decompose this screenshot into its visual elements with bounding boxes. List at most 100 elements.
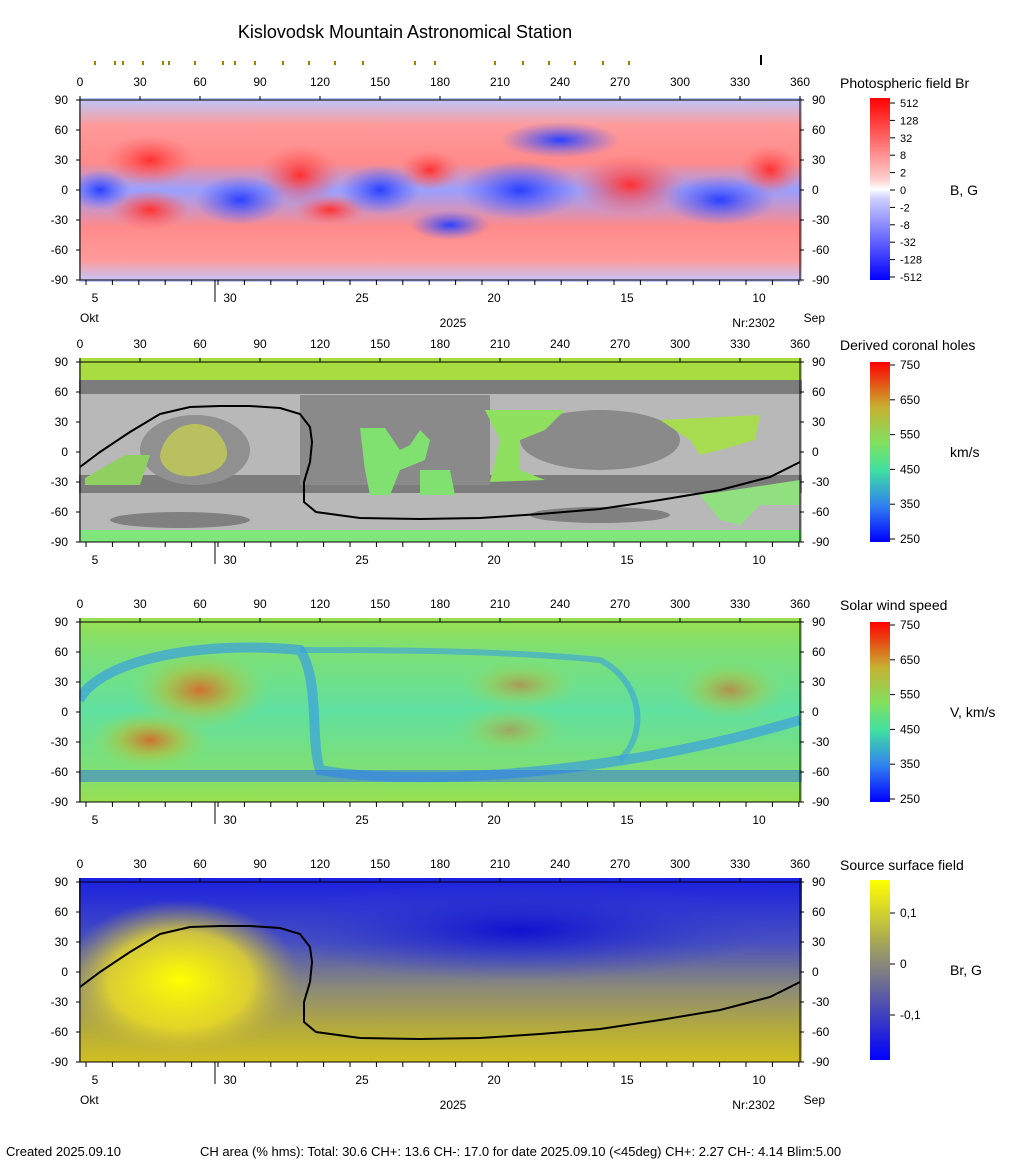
- observation-mark: [308, 61, 310, 65]
- neutral-line: [79, 925, 801, 1041]
- figure-title: Kislovodsk Mountain Astronomical Station: [238, 22, 572, 42]
- y-tick-label-right: 30: [812, 675, 826, 689]
- photospheric-field-colorbar: [870, 98, 890, 280]
- y-tick-label-left: 0: [61, 183, 68, 197]
- y-tick-label-right: 60: [812, 905, 826, 919]
- date-tick-label: 10: [752, 291, 766, 305]
- date-tick-label: 5: [92, 813, 99, 827]
- y-tick-label-left: -60: [51, 243, 69, 257]
- colorbar-tick-label: 2: [900, 168, 906, 180]
- y-tick-label-right: 60: [812, 645, 826, 659]
- y-tick-label-right: 0: [812, 705, 819, 719]
- x-tick-label: 0: [77, 857, 84, 871]
- y-tick-label-right: -90: [812, 273, 830, 287]
- y-tick-label-left: -90: [51, 273, 69, 287]
- observation-mark: [194, 61, 196, 65]
- date-tick-label: 20: [487, 553, 501, 567]
- x-tick-label: 240: [550, 337, 570, 351]
- solar-wind-colorbar: [870, 622, 890, 802]
- month-right-label: Sep: [804, 1093, 826, 1107]
- x-tick-label: 120: [310, 337, 330, 351]
- panel-name-label: Derived coronal holes: [840, 337, 975, 353]
- colorbar-tick-label: 750: [900, 358, 920, 372]
- x-tick-label: 210: [490, 75, 510, 89]
- solar-wind-speed-map: [79, 618, 802, 802]
- unit-label: B, G: [950, 182, 978, 198]
- y-tick-label-left: -30: [51, 995, 69, 1009]
- y-tick-label-left: 30: [55, 935, 69, 949]
- y-tick-label-right: 30: [812, 415, 826, 429]
- y-tick-label-right: -30: [812, 213, 830, 227]
- y-tick-label-right: 90: [812, 615, 826, 629]
- observation-mark: [162, 61, 164, 65]
- y-tick-label-right: 30: [812, 935, 826, 949]
- y-tick-label-left: 60: [55, 123, 69, 137]
- x-tick-label: 270: [610, 857, 630, 871]
- y-tick-label-left: -90: [51, 1055, 69, 1069]
- observation-mark: [522, 61, 524, 65]
- x-tick-label: 210: [490, 857, 510, 871]
- y-tick-label-left: -60: [51, 765, 69, 779]
- observation-mark: [334, 61, 336, 65]
- observation-mark: [168, 61, 170, 65]
- y-tick-label-right: -90: [812, 795, 830, 809]
- source-surface-field-map: [79, 878, 802, 1062]
- colorbar-tick-label: 650: [900, 653, 920, 667]
- x-tick-label: 300: [670, 337, 690, 351]
- date-tick-label: 30: [223, 291, 237, 305]
- y-tick-label-right: -60: [812, 243, 830, 257]
- source-surface-colorbar: [870, 880, 890, 1060]
- x-tick-label: 210: [490, 597, 510, 611]
- colorbar-tick-label: 250: [900, 792, 920, 806]
- colorbar-tick-label: 512: [900, 98, 918, 110]
- x-tick-label: 360: [790, 337, 810, 351]
- y-tick-label-left: 60: [55, 905, 69, 919]
- y-tick-label-right: -30: [812, 475, 830, 489]
- created-label: Created 2025.09.10: [6, 1144, 121, 1159]
- observation-mark: [362, 61, 364, 65]
- colorbar-tick-label: 128: [900, 115, 918, 127]
- year-label: 2025: [440, 1098, 467, 1112]
- date-tick-label: 25: [355, 291, 369, 305]
- date-tick-label: 10: [752, 813, 766, 827]
- observation-mark: [494, 61, 496, 65]
- unit-label: km/s: [950, 444, 980, 460]
- x-tick-label: 240: [550, 597, 570, 611]
- colorbar-tick-label: 350: [900, 497, 920, 511]
- y-tick-label-right: -60: [812, 765, 830, 779]
- colorbar-tick-label: -32: [900, 237, 916, 249]
- date-tick-label: 30: [223, 813, 237, 827]
- month-left-label: Okt: [80, 311, 99, 325]
- y-tick-label-right: -90: [812, 535, 830, 549]
- date-tick-label: 20: [487, 291, 501, 305]
- observation-mark: [142, 61, 144, 65]
- ch-area-stats: CH area (% hms): Total: 30.6 CH+: 13.6 C…: [200, 1144, 841, 1159]
- y-tick-label-right: -60: [812, 505, 830, 519]
- x-tick-label: 150: [370, 597, 390, 611]
- coronal-holes-map: [79, 358, 802, 542]
- colorbar-tick-label: 450: [900, 462, 920, 476]
- x-tick-label: 210: [490, 337, 510, 351]
- x-tick-label: 90: [253, 75, 267, 89]
- x-tick-label: 330: [730, 597, 750, 611]
- observation-mark: [122, 61, 124, 65]
- observation-mark: [234, 61, 236, 65]
- unit-label: V, km/s: [950, 704, 995, 720]
- x-tick-label: 330: [730, 75, 750, 89]
- x-tick-label: 270: [610, 337, 630, 351]
- y-tick-label-right: 30: [812, 153, 826, 167]
- y-tick-label-left: 0: [61, 705, 68, 719]
- date-tick-label: 20: [487, 813, 501, 827]
- observation-mark: [282, 61, 284, 65]
- x-tick-label: 60: [193, 857, 207, 871]
- colorbar-tick-label: 0,1: [900, 906, 917, 920]
- colorbar-tick-label: -0,1: [900, 1008, 921, 1022]
- colorbar-tick-label: 750: [900, 618, 920, 632]
- x-tick-label: 30: [133, 75, 147, 89]
- y-tick-label-right: -30: [812, 735, 830, 749]
- x-tick-label: 90: [253, 337, 267, 351]
- y-tick-label-right: 0: [812, 445, 819, 459]
- date-tick-label: 25: [355, 1073, 369, 1087]
